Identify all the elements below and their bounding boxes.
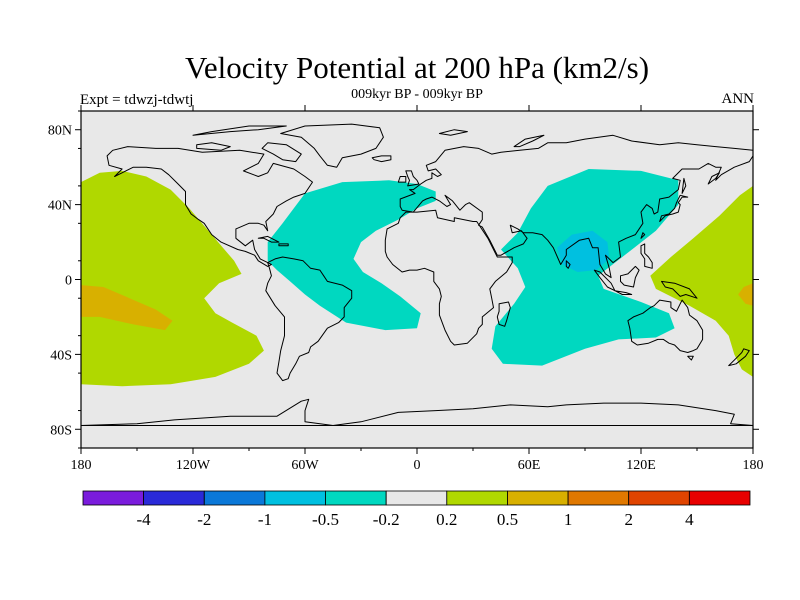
coast-arctic-islands xyxy=(192,125,287,136)
lon-tick-label: 180 xyxy=(71,458,92,473)
lon-tick-label: 60E xyxy=(518,458,541,473)
coast-svalbard xyxy=(438,129,468,136)
season-label: ANN xyxy=(721,91,755,107)
coast-ireland xyxy=(397,176,407,183)
colorbar-swatch xyxy=(628,490,690,506)
coast-british-isles xyxy=(405,170,420,187)
colorbar-label: 0.2 xyxy=(436,510,457,529)
colorbar-label: -1 xyxy=(258,510,272,529)
coast-antarctica xyxy=(81,398,753,426)
coast-japan xyxy=(659,194,689,222)
coast-sakhalin xyxy=(681,177,687,194)
region-bay-of-bengal-negative xyxy=(557,230,610,272)
coast-hispaniola xyxy=(278,243,289,247)
region-pacific-positive xyxy=(81,170,264,387)
colorbar-label: 4 xyxy=(685,510,694,529)
region-pacific-east-positive xyxy=(650,185,753,377)
lat-tick-label: 80N xyxy=(48,124,72,139)
lat-tick-label: 0 xyxy=(65,274,72,289)
coast-baffin-island xyxy=(261,142,302,163)
colorbar-swatch xyxy=(203,490,266,506)
colorbar-swatch xyxy=(82,490,144,506)
colorbar-swatch xyxy=(507,490,569,506)
coastline-layer xyxy=(81,123,753,426)
colorbar: -4 -2 -1 -0.5 -0.2 0.2 0.5 1 2 4 xyxy=(82,490,751,529)
colorbar-swatch xyxy=(567,490,630,506)
region-atlantic-negative xyxy=(267,180,436,331)
coast-java xyxy=(614,290,633,295)
lon-tick-label: 0 xyxy=(414,458,421,473)
coast-victoria-island xyxy=(196,142,231,151)
coast-tasmania xyxy=(687,355,694,361)
colorbar-swatch xyxy=(325,490,387,506)
lat-tick-label: 40N xyxy=(48,199,72,214)
region-pacific-stronger xyxy=(81,285,173,331)
coast-australia xyxy=(627,299,704,353)
lat-tick-label: 80S xyxy=(50,423,72,438)
lon-tick-label: 180 xyxy=(743,458,764,473)
lat-tick-label: 40S xyxy=(50,348,72,363)
colorbar-label: 0.5 xyxy=(497,510,518,529)
coast-cuba xyxy=(257,235,280,243)
contour-fill-layer xyxy=(81,169,753,387)
colorbar-swatch xyxy=(143,490,205,506)
coast-greenland xyxy=(280,123,384,168)
colorbar-swatch xyxy=(264,490,326,506)
colorbar-swatch xyxy=(689,490,751,506)
coast-taiwan xyxy=(640,232,646,239)
colorbar-label: 2 xyxy=(624,510,633,529)
colorbar-label: 1 xyxy=(564,510,573,529)
region-dateline-stronger-east xyxy=(738,283,753,306)
coast-borneo xyxy=(620,265,640,288)
colorbar-swatch xyxy=(446,490,508,506)
coast-north-america xyxy=(106,146,313,267)
colorbar-swatch xyxy=(385,490,448,506)
experiment-label: Expt = tdwzj-tdwtj xyxy=(80,92,194,108)
coast-new-zealand xyxy=(728,348,750,367)
coast-iceland xyxy=(371,155,392,163)
coast-new-guinea xyxy=(661,280,698,299)
coast-philippines xyxy=(640,243,653,269)
lon-tick-label: 120W xyxy=(176,458,211,473)
chart-title: Velocity Potential at 200 hPa (km2/s) xyxy=(184,50,650,85)
lon-tick-label: 60W xyxy=(291,458,319,473)
coast-africa xyxy=(384,209,513,346)
coast-kamchatka-detail xyxy=(707,172,720,185)
axis-ticks: 180 120W 60W 0 60E 120E 180 80N 40N 0 40S 80S xyxy=(48,105,764,473)
coast-south-america xyxy=(265,256,353,382)
colorbar-label: -0.2 xyxy=(373,510,400,529)
colorbar-label: -4 xyxy=(137,510,152,529)
coast-sri-lanka xyxy=(565,260,571,269)
chart-subtitle: 009kyr BP - 009kyr BP xyxy=(351,87,483,102)
colorbar-label: -2 xyxy=(197,510,211,529)
colorbar-label: -0.5 xyxy=(312,510,339,529)
lon-tick-label: 120E xyxy=(626,458,656,473)
coast-novaya-zemlya xyxy=(513,134,545,148)
coast-madagascar xyxy=(496,301,511,327)
